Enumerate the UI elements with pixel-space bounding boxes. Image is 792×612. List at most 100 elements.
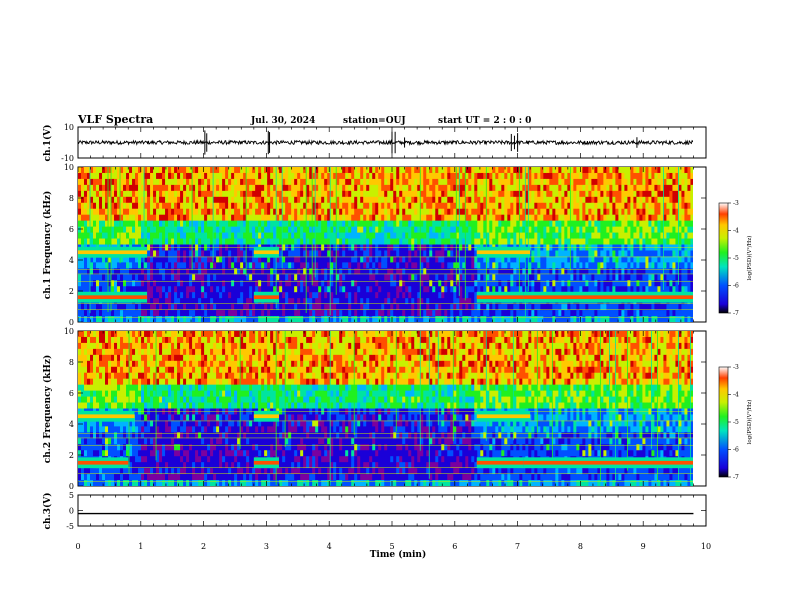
spectrogram-cell (501, 238, 505, 245)
spectrogram-cell (486, 286, 490, 293)
spectrogram-cell (501, 226, 505, 233)
spectrogram-cell (453, 202, 457, 210)
spectrogram-cell (348, 167, 352, 174)
spectrogram-cell (126, 190, 130, 198)
spectrogram-cell (501, 196, 505, 204)
spectrogram-cell (273, 232, 277, 239)
spectrogram-cell (465, 316, 469, 322)
spectrogram-cell (138, 232, 142, 239)
spectrogram-cell (585, 167, 589, 174)
spectrogram-cell (84, 238, 88, 245)
spectrogram-cell (237, 172, 241, 180)
spectrogram-cell (285, 292, 289, 299)
spectrogram-cell (231, 316, 235, 322)
spectrogram-cell (222, 286, 226, 293)
spectrogram-cell (207, 256, 211, 263)
spectrogram-cell (261, 280, 265, 287)
spectrogram-cell (162, 304, 166, 311)
spectrogram-cell (609, 232, 613, 239)
spectrogram-cell (627, 238, 631, 245)
spectrogram-cell (237, 280, 241, 287)
spectrogram-cell (201, 298, 205, 305)
spectrogram-cell (531, 184, 535, 192)
spectrogram-cell (240, 202, 244, 210)
spectrogram-cell (180, 310, 184, 317)
spectrogram-cell (456, 304, 460, 311)
spectrogram-cell (291, 226, 295, 233)
spectrogram-cell (291, 268, 295, 275)
spectrogram-cell (273, 256, 277, 263)
spectrogram-cell (165, 268, 169, 275)
spectrogram-cell (114, 220, 118, 228)
spectrogram-cell (459, 238, 463, 245)
spectrogram-cell (225, 208, 229, 216)
spectrogram-cell (114, 226, 118, 233)
spectrogram-cell (333, 178, 337, 186)
spectrogram-cell (279, 220, 283, 228)
spectrogram-cell (261, 202, 265, 210)
spectrogram-cell (93, 262, 97, 269)
spectrogram-cell (156, 280, 160, 287)
spectrogram-cell (429, 286, 433, 293)
spectrogram-cell (642, 232, 646, 239)
spectrogram-cell (633, 184, 637, 192)
spectrogram-cell (525, 226, 529, 233)
spectrogram-cell (435, 202, 439, 210)
spectrogram-cell (564, 172, 568, 180)
spectrogram-cell (348, 178, 352, 186)
spectrogram-cell (87, 304, 91, 311)
spectrogram-cell (393, 184, 397, 192)
spectrogram-cell (294, 196, 298, 204)
spectrogram-cell (393, 178, 397, 186)
spectrogram-cell (282, 256, 286, 263)
spectrogram-cell (111, 256, 115, 263)
spectrogram-cell (504, 196, 508, 204)
spectrogram-cell (543, 208, 547, 216)
spectrogram-cell (471, 178, 475, 186)
spectrogram-cell (102, 310, 106, 317)
spectrogram-cell (222, 310, 226, 317)
spectrogram-cell (600, 220, 604, 228)
spectrogram-cell (102, 226, 106, 233)
spectrogram-cell (501, 274, 505, 281)
spectrogram-cell (417, 274, 421, 281)
spectrogram-cell (441, 208, 445, 216)
spectrogram-cell (438, 274, 442, 281)
spectrogram-cell (216, 238, 220, 245)
spectrogram-cell (543, 310, 547, 317)
spectrogram-cell (630, 226, 634, 233)
spectrogram-cell (408, 232, 412, 239)
spectrogram-cell (384, 208, 388, 216)
spectrogram-cell (408, 274, 412, 281)
spectrogram-cell (468, 304, 472, 311)
spectrogram-cell (357, 167, 361, 174)
spectrogram-cell (432, 310, 436, 317)
spectrogram-cell (132, 178, 136, 186)
spectrogram-cell (510, 286, 514, 293)
spectrogram-cell (99, 208, 103, 216)
spectrogram-cell (186, 167, 190, 174)
spectrogram-cell (387, 292, 391, 299)
spectrogram-cell (468, 316, 472, 322)
spectrogram-cell (159, 202, 163, 210)
spectrogram-cell (495, 238, 499, 245)
spectrogram-cell (591, 232, 595, 239)
spectrogram-cell (471, 286, 475, 293)
spectrogram-cell (144, 208, 148, 216)
spectrogram-cell (264, 202, 268, 210)
spectrogram-cell (624, 226, 628, 233)
spectrogram-cell (639, 232, 643, 239)
spectrogram-cell (639, 268, 643, 275)
spectrogram-cell (78, 184, 82, 192)
spectrogram-cell (330, 280, 334, 287)
spectrogram-cell (630, 220, 634, 228)
spectrogram-cell (447, 226, 451, 233)
station-label: station=OUJ (343, 116, 406, 126)
spectrogram-cell (141, 232, 145, 239)
spectrogram-cell (120, 286, 124, 293)
spectrogram-cell (426, 274, 430, 281)
spectrogram-cell (171, 316, 175, 322)
spectrogram-cell (204, 190, 208, 198)
spectrogram-cell (432, 214, 436, 222)
spectrogram-cell (381, 304, 385, 311)
